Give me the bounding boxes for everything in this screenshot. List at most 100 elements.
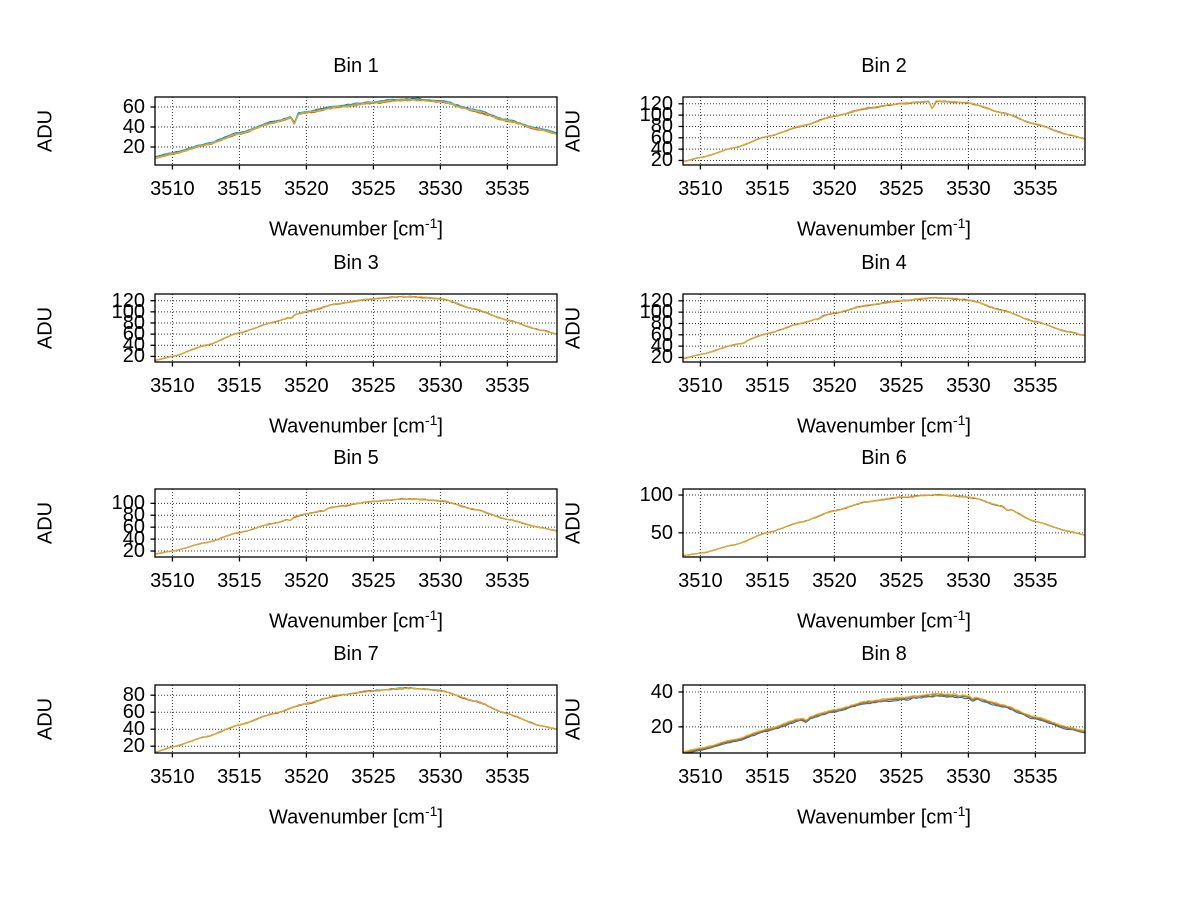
plot-title: Bin 4: [861, 252, 907, 274]
series-line-2: [683, 296, 1085, 360]
x-tick-label: 3530: [946, 178, 991, 200]
axes-box: [682, 96, 1086, 166]
plot-area: [677, 679, 1091, 759]
series-line-5: [683, 100, 1085, 163]
x-tick-label: 3510: [150, 375, 195, 397]
x-tick-label: 3515: [217, 178, 262, 200]
series-line-4: [683, 100, 1085, 163]
series-line-1: [155, 295, 557, 361]
x-tick-label: 3515: [217, 570, 262, 592]
x-axis-label: Wavenumber [cm-1]: [797, 215, 971, 241]
series-line-5: [155, 498, 557, 555]
y-tick-label: 20: [122, 136, 145, 158]
plot-title: Bin 8: [861, 643, 907, 665]
x-tick-label: 3535: [485, 375, 530, 397]
series-line-2: [155, 687, 557, 753]
x-tick-label: 3520: [812, 178, 857, 200]
series-line-6: [155, 687, 557, 753]
x-tick-label: 3535: [1013, 766, 1058, 788]
subplot-bin-1: Bin 1 ADU 20 40 60 3510 3515 3520 3525 3530 353…: [35, 55, 574, 255]
plot-title: Bin 2: [861, 55, 907, 77]
axes-bin-7: [150, 684, 558, 758]
axes-box: [154, 293, 558, 363]
x-tick-label: 3515: [217, 766, 262, 788]
series-line-1: [683, 694, 1085, 753]
y-tick-label: 120: [639, 92, 673, 115]
series-line-5: [683, 297, 1085, 360]
y-tick-label: 80: [650, 312, 673, 335]
x-tick-label: 3510: [678, 178, 723, 200]
series-line-2: [155, 296, 557, 361]
plot-area: [677, 288, 1091, 368]
y-tick-label: 120: [111, 289, 145, 312]
y-axis-label: ADU: [34, 306, 57, 350]
x-tick-label: 3510: [150, 570, 195, 592]
series-line-5: [683, 694, 1085, 753]
series-line-2: [683, 494, 1085, 556]
series-line-4: [683, 493, 1085, 556]
x-tick-label: 3530: [418, 375, 463, 397]
y-tick-label: 40: [122, 334, 145, 357]
subplot-bin-4: Bin 4 ADU 20 40 60 80 100 120 3510 3515 3520 352…: [563, 252, 1102, 452]
subplot-bin-3: Bin 3 ADU 20 40 60 80 100 120 3510 3515 3520 352…: [35, 252, 574, 452]
series-line-5: [155, 99, 557, 159]
x-tick-label: 3530: [946, 375, 991, 397]
series-line-2: [155, 498, 557, 555]
axes-bin-6: [678, 488, 1086, 562]
y-tick-label: 100: [639, 104, 673, 127]
x-tick-label: 3520: [812, 766, 857, 788]
y-tick-label: 60: [650, 323, 673, 346]
x-tick-label: 3520: [812, 570, 857, 592]
y-axis-label: ADU: [562, 697, 585, 741]
x-tick-label: 3530: [418, 178, 463, 200]
y-axis-label: ADU: [562, 109, 585, 153]
x-tick-label: 3525: [351, 570, 396, 592]
plot-title: Bin 7: [333, 643, 379, 665]
y-axis-label: ADU: [34, 501, 57, 545]
series-line-2: [683, 100, 1085, 163]
x-tick-label: 3525: [879, 766, 924, 788]
y-tick-label: 60: [122, 516, 145, 539]
y-tick-label: 20: [650, 346, 673, 369]
series-line-5: [155, 687, 557, 753]
series-line-3: [683, 296, 1085, 360]
y-tick-label: 80: [122, 504, 145, 527]
y-tick-label: 100: [639, 301, 673, 324]
x-tick-label: 3520: [812, 375, 857, 397]
axes-box: [154, 488, 558, 558]
series-line-1: [683, 494, 1085, 556]
y-tick-label: 80: [650, 115, 673, 138]
y-axis-label: ADU: [562, 306, 585, 350]
x-tick-label: 3535: [485, 178, 530, 200]
y-tick-label: 20: [122, 735, 145, 758]
axes-box: [154, 96, 558, 166]
series-line-3: [683, 493, 1085, 556]
series-line-6: [683, 692, 1085, 753]
y-tick-label: 80: [122, 684, 145, 707]
series-line-6: [683, 297, 1085, 359]
series-line-4: [683, 693, 1085, 753]
x-tick-label: 3515: [217, 375, 262, 397]
series-line-1: [155, 498, 557, 555]
y-tick-label: 60: [122, 323, 145, 346]
axes-bin-1: [150, 96, 558, 170]
subplot-bin-2: Bin 2 ADU 20 40 60 80 100 120 3510 3515 3520 352…: [563, 55, 1102, 255]
y-tick-label: 40: [122, 528, 145, 551]
plot-title: Bin 5: [333, 447, 379, 469]
plot-area: [149, 288, 563, 368]
series-line-4: [155, 498, 557, 555]
x-axis-label: Wavenumber [cm-1]: [797, 412, 971, 438]
series-line-1: [683, 296, 1085, 359]
series-line-6: [683, 494, 1085, 556]
x-tick-label: 3520: [284, 570, 329, 592]
x-tick-label: 3535: [1013, 375, 1058, 397]
x-tick-label: 3510: [678, 570, 723, 592]
x-axis-label: Wavenumber [cm-1]: [269, 215, 443, 241]
plot-area: [149, 679, 563, 759]
x-tick-label: 3535: [485, 766, 530, 788]
x-tick-label: 3530: [418, 766, 463, 788]
series-line-5: [683, 494, 1085, 556]
plot-title: Bin 6: [861, 447, 907, 469]
y-tick-label: 20: [650, 149, 673, 172]
